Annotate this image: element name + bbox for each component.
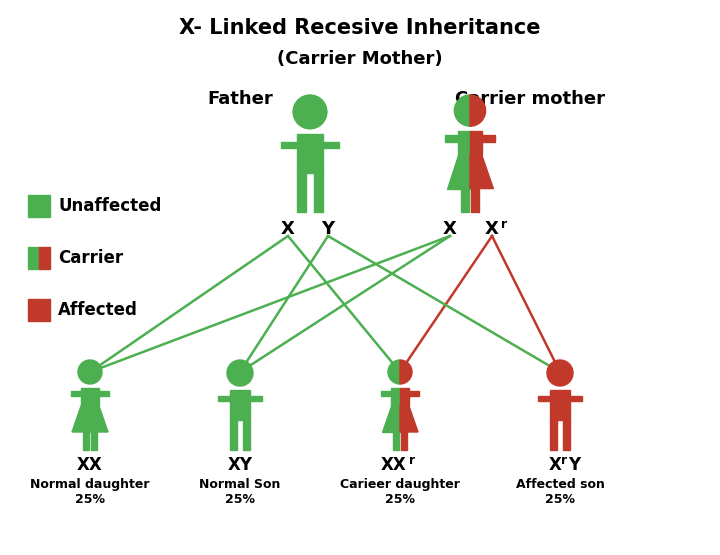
Bar	[81, 388, 99, 406]
Bar	[393, 432, 399, 450]
Bar	[28, 247, 39, 269]
Bar	[28, 195, 39, 217]
Wedge shape	[470, 95, 485, 126]
Circle shape	[227, 360, 253, 386]
Circle shape	[293, 95, 327, 129]
Bar	[28, 299, 39, 321]
Bar	[550, 420, 557, 450]
Bar	[230, 390, 250, 420]
Text: X: X	[443, 220, 457, 238]
Bar	[482, 135, 495, 142]
Text: Carieer daughter
25%: Carieer daughter 25%	[340, 478, 460, 506]
Bar	[550, 390, 570, 420]
Polygon shape	[400, 406, 418, 432]
Polygon shape	[470, 155, 493, 189]
Bar	[71, 391, 81, 396]
Text: X- Linked Recesive Inheritance: X- Linked Recesive Inheritance	[179, 18, 541, 38]
Text: r: r	[501, 218, 507, 231]
Bar	[381, 391, 391, 396]
Polygon shape	[72, 406, 108, 432]
Bar	[250, 396, 262, 401]
Text: Y: Y	[568, 456, 580, 474]
Text: r: r	[561, 454, 567, 467]
Bar	[282, 142, 297, 148]
Bar	[471, 189, 479, 212]
Text: Normal daughter
25%: Normal daughter 25%	[30, 478, 150, 506]
Bar	[323, 142, 338, 148]
Bar	[230, 420, 237, 450]
Bar	[297, 134, 323, 173]
Wedge shape	[400, 360, 412, 384]
Bar	[91, 432, 97, 450]
Bar	[297, 173, 306, 212]
Text: X: X	[281, 220, 295, 238]
Bar	[538, 396, 550, 401]
Bar	[243, 420, 250, 450]
Text: Father: Father	[207, 90, 273, 108]
Bar	[570, 396, 582, 401]
Text: Normal Son
25%: Normal Son 25%	[199, 478, 281, 506]
Polygon shape	[446, 155, 470, 189]
Bar	[563, 420, 570, 450]
Text: (Carrier Mother): (Carrier Mother)	[277, 50, 443, 68]
Text: Unaffected: Unaffected	[58, 197, 161, 215]
Wedge shape	[388, 360, 400, 384]
Text: Affected: Affected	[58, 301, 138, 319]
Wedge shape	[454, 95, 470, 126]
Bar	[39, 195, 50, 217]
Text: r: r	[409, 454, 415, 467]
Text: Carrier: Carrier	[58, 249, 123, 267]
Circle shape	[547, 360, 573, 386]
Bar	[391, 388, 400, 406]
Text: XY: XY	[228, 456, 253, 474]
Bar	[445, 135, 459, 142]
Text: X: X	[485, 220, 499, 238]
Text: Carrier mother: Carrier mother	[455, 90, 605, 108]
Circle shape	[78, 360, 102, 384]
Bar	[39, 299, 50, 321]
Text: X: X	[549, 456, 562, 474]
Bar	[409, 391, 419, 396]
Bar	[83, 432, 89, 450]
Text: Affected son
25%: Affected son 25%	[516, 478, 604, 506]
Bar	[459, 132, 470, 155]
Bar	[400, 388, 409, 406]
Bar	[314, 173, 323, 212]
Bar	[39, 247, 50, 269]
Text: XX: XX	[381, 456, 407, 474]
Polygon shape	[382, 406, 400, 432]
Bar	[462, 189, 469, 212]
Bar	[401, 432, 407, 450]
Text: XX: XX	[77, 456, 103, 474]
Text: Y: Y	[321, 220, 335, 238]
Bar	[470, 132, 482, 155]
Bar	[99, 391, 109, 396]
Bar	[218, 396, 230, 401]
